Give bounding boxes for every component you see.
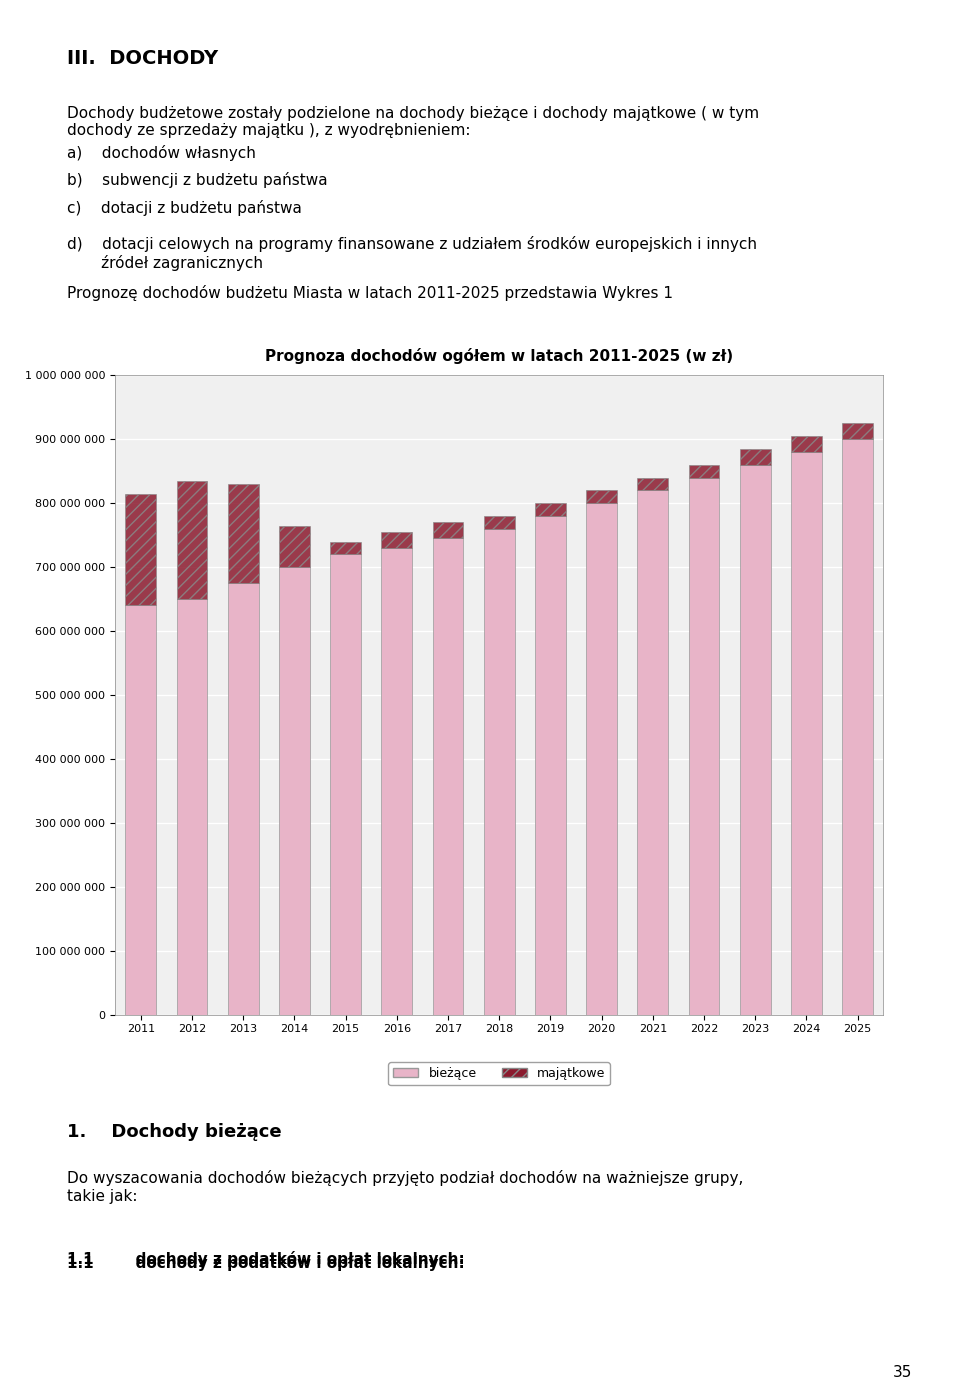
Bar [279, 525, 310, 567]
Text: b)    subwencji z budżetu państwa: b) subwencji z budżetu państwa [67, 172, 327, 189]
Text: 1.1        dochody z podatków i opłat lokalnych:: 1.1 dochody z podatków i opłat lokalnych… [67, 1251, 465, 1268]
Text: c)    dotacji z budżetu państwa: c) dotacji z budżetu państwa [67, 200, 302, 217]
Bar [637, 478, 668, 491]
Bar [330, 542, 361, 555]
Bar [228, 584, 258, 1015]
Bar [484, 516, 515, 528]
Bar [433, 538, 464, 1015]
Text: III.  DOCHODY: III. DOCHODY [67, 49, 218, 68]
Text: Dochody budżetowe zostały podzielone na dochody bieżące i dochody majątkowe ( w : Dochody budżetowe zostały podzielone na … [67, 106, 759, 138]
Text: 1.1        dochody z podatków i opłat lokalnych:: 1.1 dochody z podatków i opłat lokalnych… [67, 1255, 465, 1272]
Title: Prognoza dochodów ogółem w latach 2011-2025 (w zł): Prognoza dochodów ogółem w latach 2011-2… [265, 349, 733, 364]
Bar [842, 439, 873, 1015]
Bar [126, 493, 156, 606]
Bar [587, 503, 617, 1015]
Bar [433, 523, 464, 538]
Bar [535, 503, 565, 516]
Bar [637, 491, 668, 1015]
Bar [126, 606, 156, 1015]
Bar [177, 481, 207, 599]
Bar [740, 449, 771, 464]
Bar [688, 478, 719, 1015]
Bar [791, 452, 822, 1015]
Text: d)    dotacji celowych na programy finansowane z udziałem środków europejskich i: d) dotacji celowych na programy finansow… [67, 236, 757, 271]
Bar [381, 532, 412, 548]
Bar [330, 555, 361, 1015]
Text: 35: 35 [893, 1365, 912, 1380]
Text: a)    dochodów własnych: a) dochodów własnych [67, 145, 256, 161]
Bar [484, 528, 515, 1015]
Bar [587, 491, 617, 503]
Bar [228, 484, 258, 584]
Bar [842, 423, 873, 439]
Bar [688, 464, 719, 478]
Bar [740, 464, 771, 1015]
Legend: bieżące, majątkowe: bieżące, majątkowe [389, 1062, 610, 1086]
Bar [535, 516, 565, 1015]
Bar [791, 436, 822, 452]
Text: Prognozę dochodów budżetu Miasta w latach 2011-2025 przedstawia Wykres 1: Prognozę dochodów budżetu Miasta w latac… [67, 285, 673, 302]
Bar [177, 599, 207, 1015]
Text: 1.    Dochody bieżące: 1. Dochody bieżące [67, 1123, 282, 1141]
Bar [279, 567, 310, 1015]
Bar [381, 548, 412, 1015]
Text: Do wyszacowania dochodów bieżących przyjęto podział dochodów na ważniejsze grupy: Do wyszacowania dochodów bieżących przyj… [67, 1170, 744, 1204]
